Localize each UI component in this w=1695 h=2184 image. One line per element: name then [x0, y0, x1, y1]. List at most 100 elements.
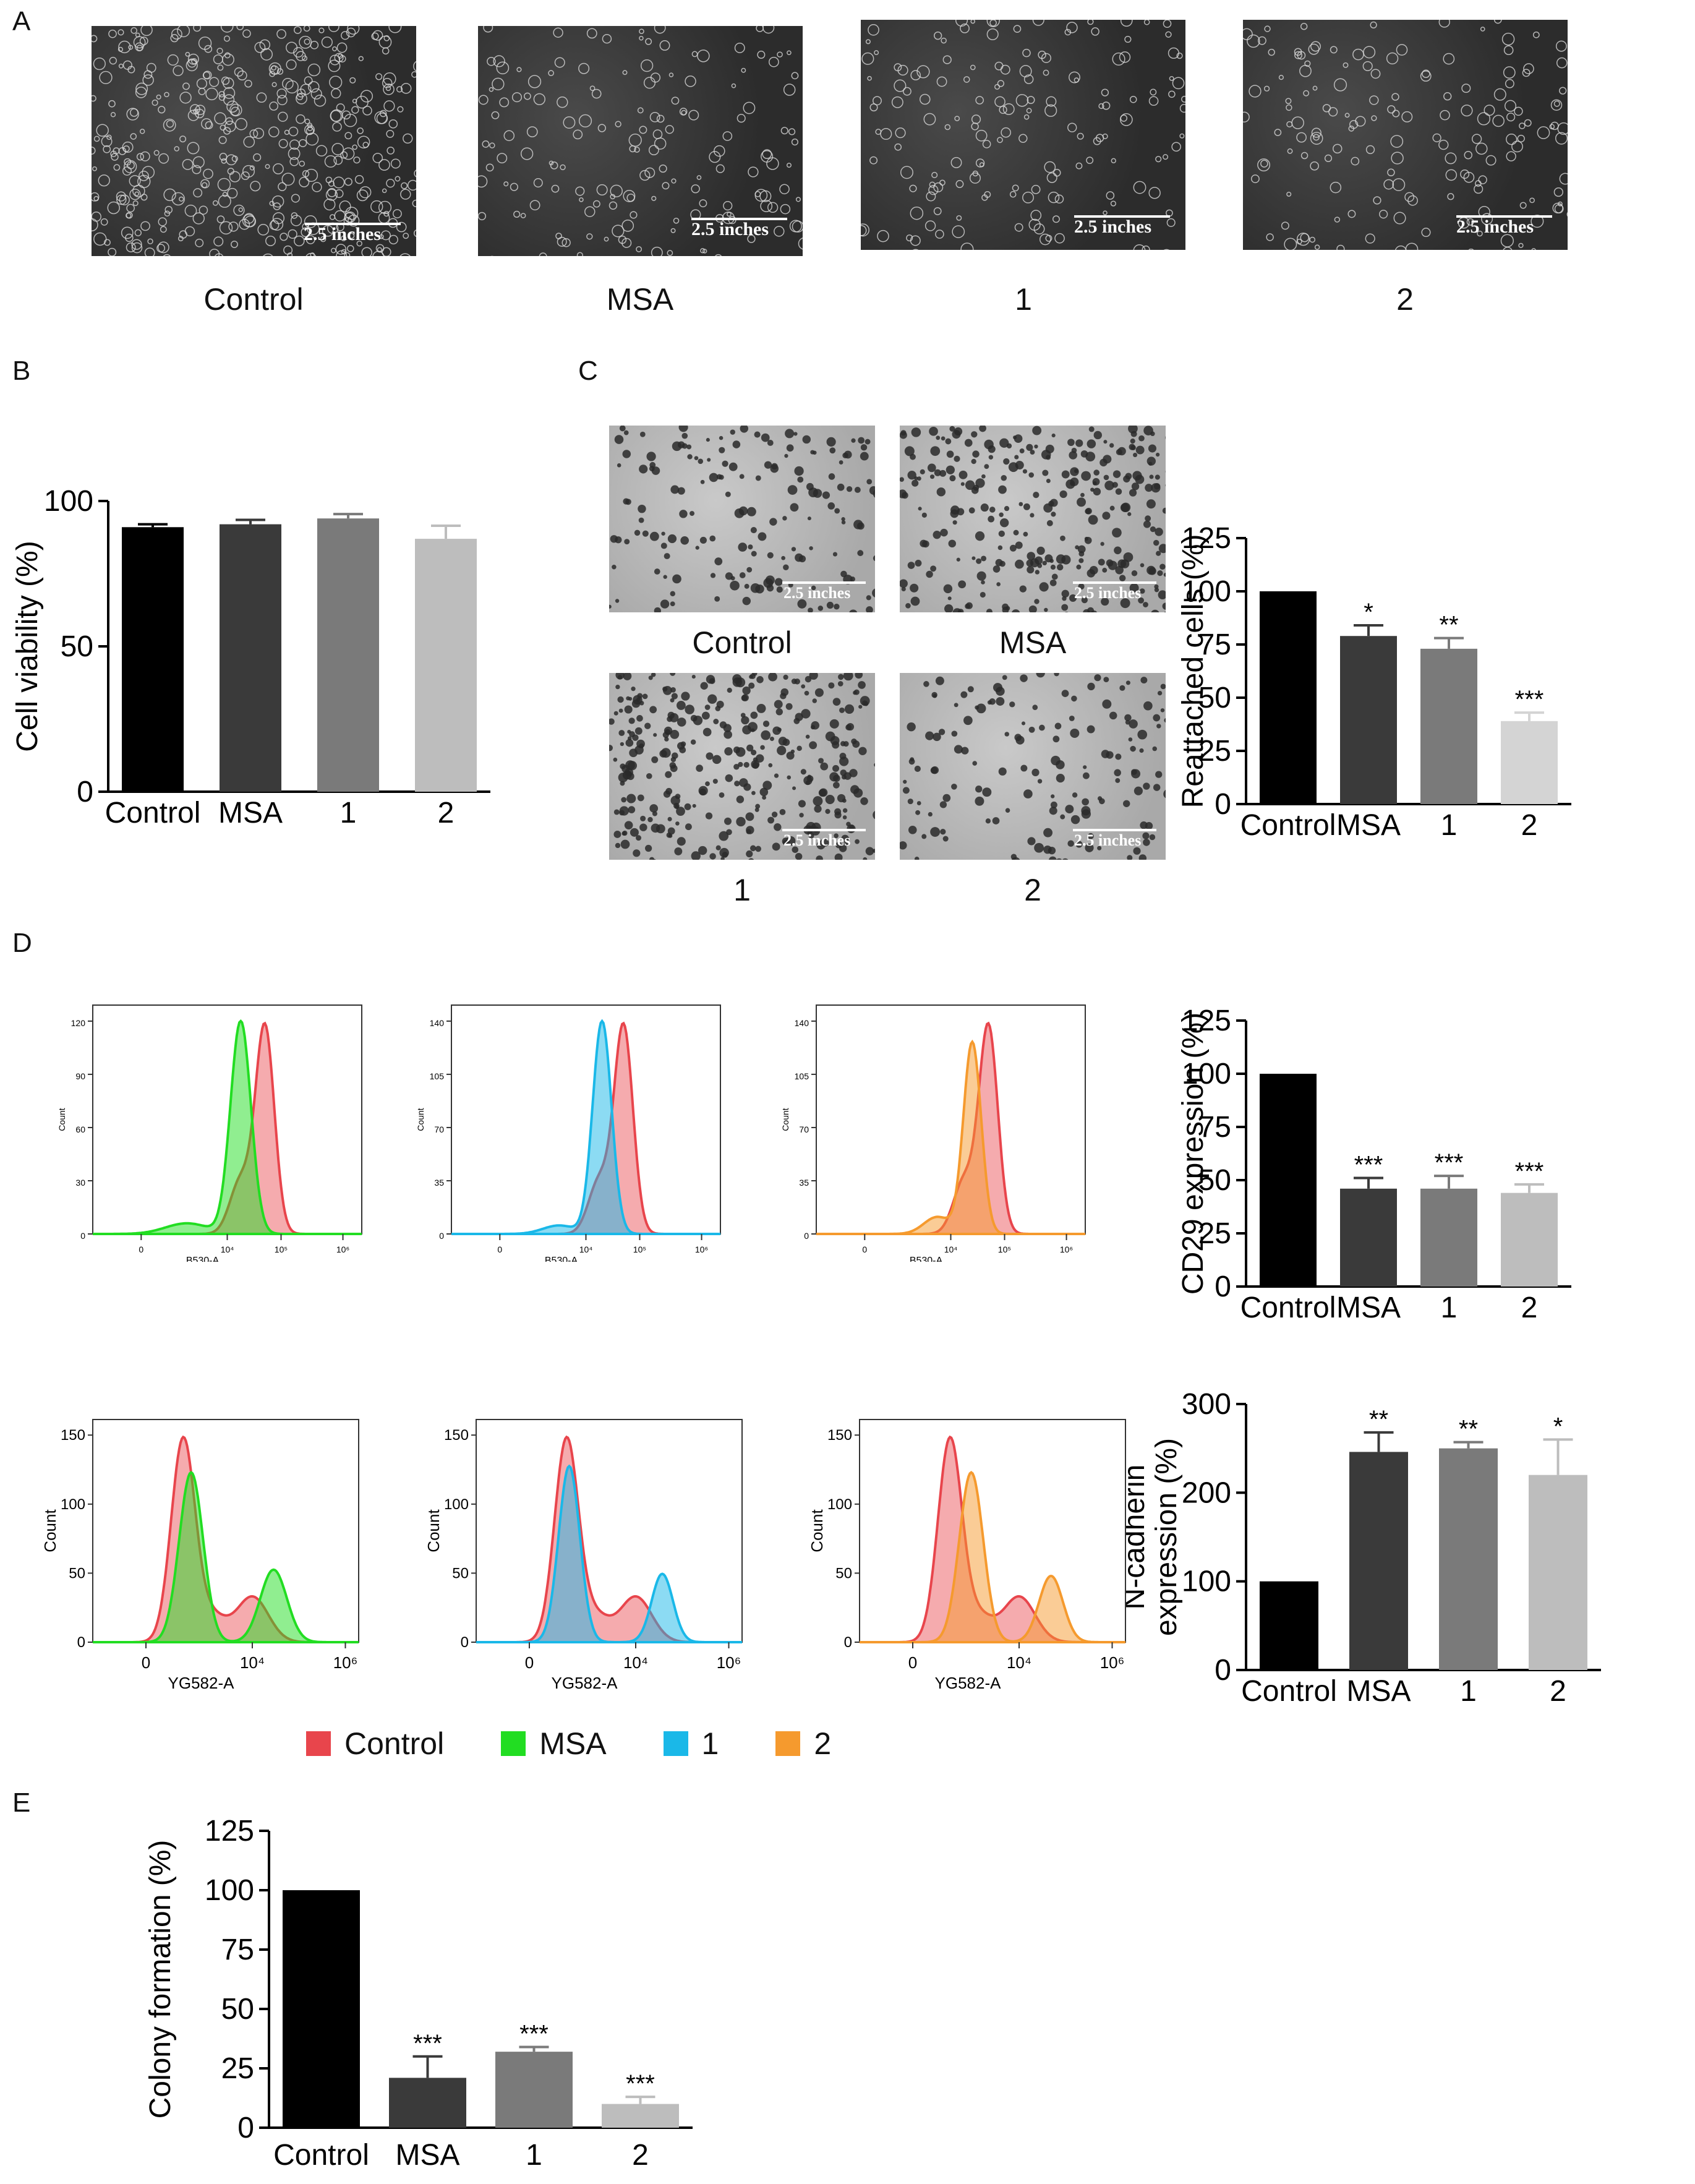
cell [1304, 60, 1311, 67]
cell [291, 212, 298, 219]
cell [96, 124, 109, 137]
y-tick-label: 0 [80, 1231, 85, 1241]
cell [868, 24, 879, 36]
cell [762, 26, 775, 34]
cell [634, 727, 643, 735]
cell [1148, 187, 1161, 199]
cell [1119, 575, 1126, 581]
cell [312, 182, 322, 192]
cell [382, 188, 387, 194]
cell [1179, 104, 1185, 113]
cell [1559, 173, 1568, 185]
cell [712, 755, 722, 764]
cell [706, 438, 710, 442]
x-tick-label: 10⁵ [998, 1244, 1011, 1254]
cell [551, 184, 560, 193]
cell [399, 253, 411, 256]
cell [131, 239, 142, 250]
cell [352, 144, 358, 150]
cell [1268, 48, 1275, 56]
cell [704, 704, 711, 710]
cell [762, 149, 772, 160]
cell-texture [900, 673, 1166, 860]
cell [305, 235, 315, 244]
cell [1149, 474, 1154, 479]
cell [1286, 104, 1292, 111]
cell [193, 188, 203, 198]
cell [840, 741, 846, 747]
cell [931, 171, 938, 179]
cell [378, 159, 390, 171]
cell [681, 692, 690, 701]
cell [1041, 53, 1051, 63]
cell [997, 137, 1003, 143]
cell [196, 78, 208, 89]
cell [828, 473, 835, 480]
cell [969, 172, 981, 184]
cell [673, 217, 680, 224]
cell [640, 59, 654, 72]
cell [610, 535, 618, 543]
cell [972, 450, 980, 458]
cell [103, 145, 111, 153]
histogram-sample [93, 1019, 362, 1235]
cell [818, 758, 824, 764]
cell [1296, 238, 1302, 245]
cell [221, 76, 230, 85]
cell [698, 846, 707, 855]
cell [936, 435, 941, 440]
cell [751, 750, 757, 756]
cell [392, 209, 402, 218]
cell [132, 200, 139, 207]
cell [710, 573, 716, 578]
cell [529, 200, 540, 211]
cell [891, 96, 903, 108]
cell [182, 158, 194, 170]
cell [347, 245, 354, 252]
cell [1165, 31, 1172, 38]
cell [1120, 20, 1133, 27]
cell [976, 558, 982, 564]
cell [816, 855, 823, 860]
cell [1284, 238, 1297, 250]
cell [493, 55, 505, 67]
cell [790, 749, 795, 754]
cell [385, 85, 391, 92]
cell [941, 436, 946, 441]
cell [1050, 801, 1057, 808]
cell [1333, 78, 1347, 92]
cell [946, 450, 954, 458]
cell [651, 673, 656, 677]
cell [499, 97, 510, 108]
cell [336, 42, 348, 53]
cell [827, 502, 835, 510]
cell [778, 737, 787, 746]
cell [732, 674, 742, 684]
x-tick-label: Control [273, 2139, 369, 2172]
cell [487, 56, 496, 66]
cell [767, 552, 774, 559]
cell [919, 93, 931, 105]
cell [674, 847, 683, 855]
cell [187, 53, 199, 65]
x-tick-label: 10⁴ [623, 1653, 648, 1672]
cell [278, 182, 287, 191]
cell [1266, 233, 1274, 241]
y-axis-label: Reattached cells (%) [1177, 534, 1210, 808]
cell [1116, 448, 1122, 455]
y-tick-label: 30 [75, 1178, 85, 1188]
cell [1250, 174, 1260, 184]
cell [943, 584, 953, 594]
cell [1300, 152, 1309, 160]
panel-label-d: D [12, 928, 32, 958]
y-tick-label: 100 [444, 1496, 469, 1513]
cell [304, 118, 310, 124]
cell [1052, 735, 1060, 743]
cell [158, 217, 167, 226]
y-tick-label: 75 [1198, 1111, 1231, 1144]
micrograph-msa: 2.5 inches [478, 26, 803, 256]
x-tick-label: 1 [526, 2139, 542, 2172]
cell [1303, 90, 1310, 96]
cell [1037, 779, 1043, 784]
scale-label: 2.5 inches [1074, 216, 1152, 237]
